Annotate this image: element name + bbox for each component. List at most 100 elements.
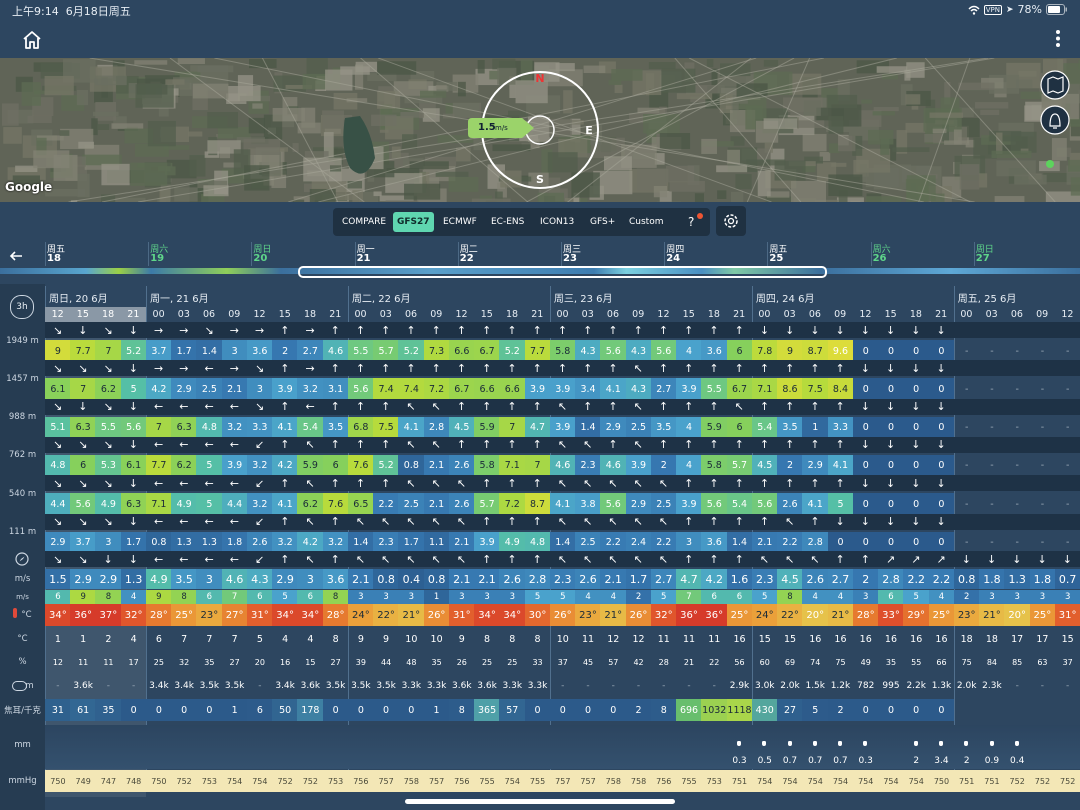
- wind-arrow: ↑: [482, 361, 492, 375]
- wind-arrow: ↑: [759, 361, 770, 375]
- help-tab[interactable]: ?: [688, 215, 695, 229]
- data-cell: 1.4: [347, 531, 374, 554]
- map-road: [101, 58, 824, 202]
- menu-button[interactable]: [1053, 29, 1063, 49]
- data-cell: 6: [878, 590, 904, 604]
- compass-icon: [15, 552, 29, 566]
- data-cell: 2.2: [903, 569, 930, 589]
- map-tile: [44, 75, 74, 96]
- data-cell: 32°: [120, 604, 147, 626]
- wind-arrow: ↑: [482, 515, 492, 528]
- map-tile: [726, 95, 748, 104]
- timeline[interactable]: 周五 18 周六 19 周日 20 周一 21 周二 22 周三 23 周四 24 周五 25 周六 26 周日 27: [0, 240, 1080, 280]
- data-cell: 2.1: [221, 378, 248, 401]
- timeline-day: 24: [666, 253, 681, 264]
- wind-arrow: ↑: [482, 400, 492, 414]
- model-tab[interactable]: GFS27: [393, 212, 434, 232]
- data-cell: 7.7: [70, 340, 97, 362]
- wind-arrow: ↖: [305, 515, 315, 528]
- wind-arrow: ↑: [709, 552, 719, 566]
- wind-arrow: ↑: [355, 476, 366, 490]
- data-cell: 757: [555, 776, 571, 786]
- data-cell: 28: [658, 657, 669, 667]
- wind-arrow: ←: [229, 552, 239, 566]
- map-tile: [648, 62, 676, 70]
- settings-button[interactable]: [716, 206, 746, 236]
- hour-label: 03: [177, 309, 190, 320]
- wind-arrow: ↖: [583, 476, 593, 490]
- map-tile: [59, 130, 70, 136]
- model-tab[interactable]: GFS+: [590, 217, 616, 227]
- map-tile: [763, 118, 798, 129]
- model-tab[interactable]: ECMWF: [443, 217, 477, 227]
- map-tile: [101, 163, 130, 186]
- data-cell: -: [1015, 383, 1019, 395]
- wind-arrow: ↘: [103, 438, 113, 452]
- map[interactable]: N E S 1.5 m/s: [0, 58, 1080, 202]
- data-cell: 5.2: [373, 454, 399, 477]
- data-cell: 1: [221, 699, 248, 721]
- data-cell: 17: [1036, 633, 1049, 645]
- map-road: [674, 58, 802, 202]
- data-cell: 74: [810, 657, 821, 667]
- rain-drop: [1014, 741, 1019, 746]
- data-cell: 995: [882, 681, 900, 691]
- map-tile: [448, 176, 479, 192]
- wind-arrow: ←: [305, 400, 315, 414]
- interval-button[interactable]: 3h: [10, 295, 34, 319]
- data-cell: 3: [95, 531, 122, 554]
- hour-label: 12: [1061, 309, 1074, 320]
- model-tab[interactable]: ICON13: [540, 217, 575, 227]
- data-cell: -: [1065, 422, 1070, 434]
- data-cell: 3.5k: [376, 681, 396, 691]
- data-cell: 3.6: [701, 531, 728, 554]
- hour-label: 21: [935, 309, 948, 320]
- data-cell: 4.5: [448, 416, 475, 439]
- data-cell: 3.9: [625, 454, 652, 477]
- data-cell: 8.7: [524, 493, 551, 516]
- map-tile: [980, 109, 1000, 116]
- model-tab[interactable]: COMPARE: [342, 217, 387, 227]
- wind-arrow: ↓: [128, 552, 138, 566]
- data-cell: 5.9: [701, 416, 728, 439]
- map-tile: [924, 133, 948, 143]
- data-cell: 6.6: [474, 378, 500, 401]
- data-cell: 0: [196, 699, 223, 721]
- data-cell: 757: [378, 776, 394, 786]
- data-cell: 25°: [1029, 604, 1056, 626]
- data-cell: 1.3: [171, 531, 198, 554]
- data-cell: 4: [802, 590, 829, 604]
- hour-label: 06: [203, 309, 216, 320]
- wind-arrow: ↖: [810, 552, 820, 566]
- data-cell: 5.2: [120, 340, 147, 362]
- hour-label: 21: [329, 309, 342, 320]
- data-cell: 8.6: [777, 378, 803, 401]
- data-cell: 44: [380, 657, 392, 667]
- data-cell: 16: [935, 633, 948, 645]
- data-cell: 42: [633, 657, 644, 667]
- data-cell: 2: [777, 454, 803, 477]
- map-road: [378, 58, 772, 202]
- data-cell: 3.6k: [300, 681, 321, 691]
- home-button[interactable]: [22, 30, 42, 50]
- data-cell: 3: [979, 590, 1005, 604]
- map-tile: [248, 117, 265, 134]
- data-cell: 754: [782, 776, 798, 786]
- data-cell: 2.5: [625, 416, 652, 439]
- wind-arrow: ↓: [128, 438, 138, 452]
- data-cell: 9: [458, 633, 465, 645]
- data-cell: 8: [448, 699, 475, 721]
- data-cell: 2.2k: [906, 681, 926, 691]
- model-tab[interactable]: Custom: [629, 217, 664, 227]
- wind-arrow: ↑: [734, 476, 744, 490]
- wind-arrow: ↑: [482, 552, 492, 566]
- wind-arrow: ↑: [810, 476, 820, 490]
- map-tile: [765, 196, 793, 202]
- data-cell: 6.2: [297, 493, 324, 516]
- back-arrow[interactable]: [8, 250, 24, 262]
- data-cell: 3.4: [934, 756, 949, 766]
- timeline-window[interactable]: [298, 266, 827, 278]
- data-cell: 0: [120, 699, 147, 721]
- model-tab[interactable]: EC-ENS: [491, 217, 525, 227]
- data-cell: 4.5: [751, 454, 778, 477]
